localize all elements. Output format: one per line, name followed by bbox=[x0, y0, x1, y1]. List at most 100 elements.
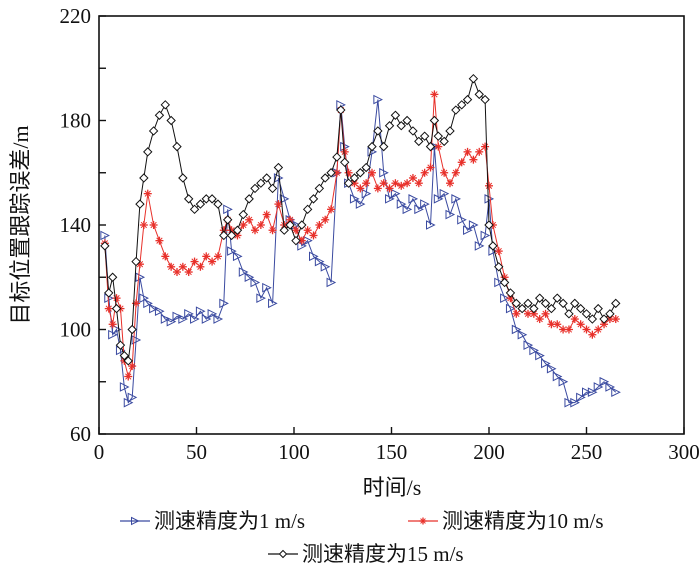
legend-item: 测速精度为1 m/s bbox=[120, 509, 305, 533]
data-point bbox=[396, 121, 406, 131]
series-line bbox=[104, 99, 617, 404]
data-point bbox=[115, 340, 126, 350]
data-point bbox=[408, 173, 417, 182]
data-point bbox=[439, 188, 450, 199]
data-point bbox=[273, 162, 284, 173]
data-point bbox=[100, 241, 110, 251]
data-point bbox=[414, 179, 423, 188]
data-point bbox=[367, 141, 377, 152]
data-point bbox=[391, 179, 400, 188]
data-point bbox=[558, 298, 568, 309]
data-point bbox=[201, 314, 212, 324]
data-point bbox=[575, 303, 586, 314]
data-point bbox=[500, 293, 510, 303]
plot-frame bbox=[98, 15, 685, 435]
data-point bbox=[213, 199, 223, 209]
plot-area bbox=[100, 73, 621, 408]
data-point bbox=[239, 221, 248, 229]
data-point bbox=[373, 184, 382, 193]
data-point bbox=[336, 105, 346, 115]
data-point bbox=[339, 157, 350, 168]
data-point bbox=[273, 173, 284, 183]
data-point bbox=[131, 335, 142, 345]
data-point bbox=[190, 257, 199, 266]
data-point bbox=[499, 277, 510, 288]
data-point bbox=[564, 397, 575, 408]
data-point bbox=[582, 387, 592, 398]
data-point bbox=[244, 272, 255, 283]
data-point bbox=[408, 126, 418, 136]
data-point bbox=[227, 246, 237, 256]
data-point bbox=[468, 73, 479, 84]
data-point bbox=[511, 324, 522, 335]
data-point bbox=[426, 220, 436, 230]
data-point bbox=[420, 168, 429, 177]
data-point bbox=[143, 147, 153, 157]
data-point bbox=[327, 205, 336, 214]
data-point bbox=[480, 94, 490, 105]
data-point bbox=[373, 94, 383, 105]
data-point bbox=[135, 272, 146, 283]
data-point bbox=[512, 309, 521, 318]
data-point bbox=[570, 298, 580, 309]
data-point bbox=[445, 209, 456, 220]
data-point bbox=[127, 392, 138, 403]
data-point bbox=[131, 256, 141, 267]
data-point bbox=[355, 199, 366, 209]
data-point bbox=[245, 215, 254, 224]
data-point bbox=[262, 282, 272, 293]
data-point bbox=[396, 199, 407, 209]
data-point bbox=[457, 158, 466, 167]
data-point bbox=[485, 181, 493, 190]
data-point bbox=[420, 199, 430, 209]
series-1 bbox=[100, 94, 621, 408]
data-point bbox=[315, 221, 324, 229]
data-point bbox=[219, 230, 229, 241]
data-point bbox=[128, 362, 137, 371]
data-point bbox=[107, 272, 118, 282]
data-point bbox=[256, 293, 266, 303]
legend: 测速精度为1 m/s 测速精度为10 m/s 测速精度为15 m/s bbox=[120, 509, 604, 566]
data-point bbox=[402, 115, 412, 126]
data-point bbox=[232, 251, 243, 262]
data-point bbox=[593, 382, 604, 392]
data-point bbox=[462, 94, 473, 105]
x-tick-label: 0 bbox=[94, 440, 105, 464]
data-point bbox=[474, 89, 484, 100]
data-point bbox=[529, 309, 538, 318]
data-point bbox=[291, 226, 300, 235]
data-point bbox=[232, 225, 243, 235]
data-point bbox=[143, 298, 153, 309]
data-point bbox=[195, 199, 206, 209]
data-point bbox=[505, 303, 516, 314]
data-point bbox=[451, 105, 461, 115]
data-point bbox=[149, 303, 159, 314]
data-point bbox=[475, 147, 484, 156]
legend-marker-icon bbox=[419, 517, 427, 525]
data-point bbox=[148, 126, 159, 136]
data-point bbox=[213, 314, 224, 324]
data-point bbox=[326, 277, 337, 288]
data-point bbox=[119, 382, 130, 392]
data-point bbox=[529, 345, 539, 356]
y-tick-label: 140 bbox=[60, 213, 92, 237]
data-point bbox=[268, 298, 278, 309]
data-point bbox=[582, 325, 591, 334]
x-tick-label: 300 bbox=[668, 440, 700, 464]
data-point bbox=[445, 126, 455, 136]
data-point bbox=[208, 257, 217, 266]
data-point bbox=[385, 184, 394, 193]
data-point bbox=[223, 204, 233, 215]
data-point bbox=[480, 230, 491, 241]
data-point bbox=[402, 204, 413, 215]
data-point bbox=[529, 303, 539, 314]
data-point bbox=[190, 314, 200, 324]
series-2 bbox=[100, 90, 620, 381]
data-point bbox=[534, 293, 545, 303]
data-point bbox=[587, 314, 598, 324]
data-point bbox=[302, 204, 313, 215]
data-point bbox=[494, 262, 504, 272]
data-point bbox=[297, 220, 307, 230]
data-point bbox=[167, 262, 176, 271]
data-point bbox=[154, 306, 165, 317]
